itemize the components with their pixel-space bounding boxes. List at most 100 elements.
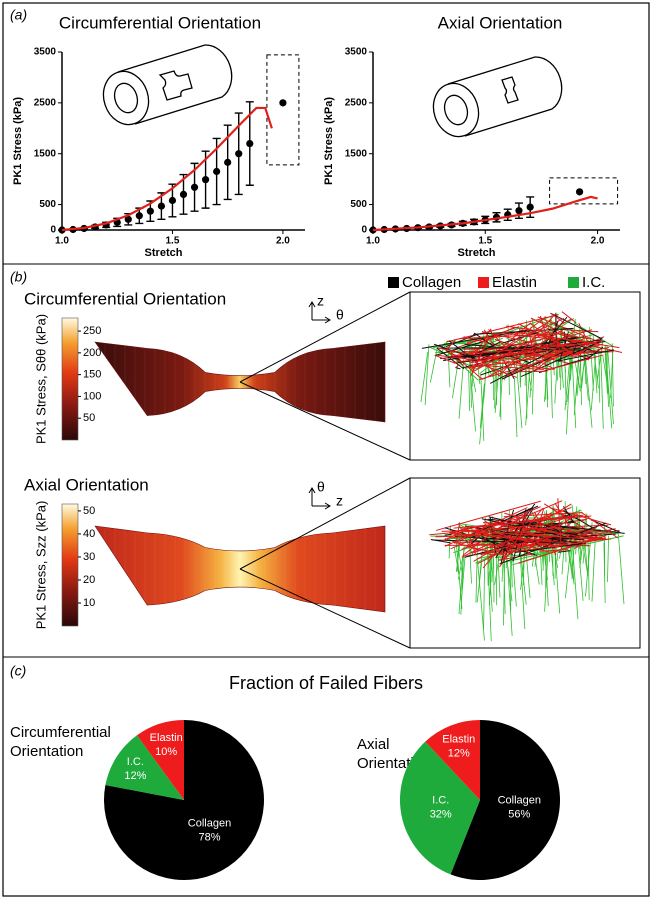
- fiber: [468, 505, 539, 537]
- fiber: [432, 539, 540, 544]
- view-title: Axial Orientation: [24, 475, 149, 494]
- chart-title: Axial Orientation: [438, 13, 563, 32]
- fiber: [550, 313, 565, 324]
- data-point: [246, 139, 254, 148]
- y-tick-label: 2500: [345, 97, 368, 108]
- colorbar-tick-label: 20: [83, 574, 95, 586]
- data-point: [135, 212, 143, 220]
- fiber: [435, 500, 541, 531]
- fiber: [453, 350, 524, 360]
- colorbar-tick-label: 40: [83, 528, 95, 540]
- ic-fiber: [429, 348, 438, 383]
- legend-swatch: [568, 277, 579, 288]
- ic-fiber: [584, 355, 593, 428]
- fiber: [488, 329, 521, 364]
- fiber: [532, 526, 560, 530]
- fiber: [470, 364, 544, 371]
- ic-fiber: [545, 510, 547, 589]
- axis-name: θ: [317, 479, 325, 495]
- zoom-box: [409, 477, 641, 649]
- fiber: [449, 516, 527, 534]
- data-point: [235, 150, 243, 158]
- x-axis-label: Stretch: [458, 247, 496, 259]
- ic-fiber: [576, 357, 582, 396]
- ic-fiber: [564, 350, 571, 411]
- cylinder-icon: [102, 44, 563, 138]
- ic-fiber: [519, 551, 526, 630]
- fiber: [459, 543, 501, 555]
- fiber: [572, 343, 578, 355]
- pie-slice: [104, 720, 265, 880]
- fiber: [483, 332, 574, 380]
- pie-slice: [399, 741, 480, 875]
- data-point: [515, 207, 523, 215]
- pie-slice: [425, 720, 480, 800]
- fiber: [582, 337, 603, 354]
- fiber: [484, 552, 492, 556]
- fiber: [448, 352, 518, 378]
- ic-fiber: [554, 551, 561, 614]
- ic-fiber: [531, 346, 535, 415]
- legend-swatch: [478, 277, 489, 288]
- fiber: [443, 342, 513, 345]
- pie-label: Circumferential: [10, 724, 111, 741]
- fiber: [590, 519, 621, 533]
- slice-value: 10%: [155, 746, 177, 758]
- axes-icon: [308, 301, 331, 324]
- y-tick-label: 3500: [345, 47, 368, 58]
- ic-fiber: [487, 571, 492, 642]
- slice-value: 32%: [430, 808, 452, 820]
- fiber: [537, 316, 600, 343]
- ic-fiber: [532, 541, 540, 585]
- fiber: [471, 318, 573, 373]
- fiber: [495, 503, 536, 558]
- ic-fiber: [604, 346, 608, 394]
- fiber: [503, 331, 519, 336]
- fiber: [459, 333, 565, 340]
- pie-label: Orientation: [10, 743, 83, 760]
- fiber: [540, 346, 576, 356]
- fiber: [571, 346, 610, 356]
- data-point: [179, 190, 188, 198]
- ic-fiber: [511, 546, 517, 607]
- fiber: [511, 370, 548, 373]
- fiber: [517, 329, 564, 358]
- ic-fiber: [568, 551, 575, 585]
- y-tick-label: 500: [350, 199, 367, 210]
- y-tick-label: 0: [50, 225, 56, 236]
- fiber: [473, 332, 494, 347]
- pie-label: Axial: [357, 736, 390, 753]
- fiber: [535, 351, 559, 370]
- fiber: [436, 347, 465, 370]
- fiber: [520, 340, 601, 378]
- fiber: [464, 344, 494, 348]
- fiber: [512, 339, 603, 363]
- y-tick-label: 3500: [34, 47, 57, 58]
- fiber: [546, 354, 604, 371]
- ic-fiber: [468, 369, 471, 412]
- colorbar-tick-label: 30: [83, 551, 95, 563]
- legend-label: Elastin: [492, 274, 537, 291]
- ic-fiber: [603, 542, 606, 604]
- slice-name: Elastin: [442, 733, 475, 745]
- colorbar-tick-label: 200: [83, 347, 101, 359]
- fiber: [554, 502, 571, 528]
- colorbar-tick-label: 100: [83, 390, 101, 402]
- fiber: [443, 336, 578, 362]
- fiber: [550, 312, 602, 339]
- fiber: [552, 509, 557, 512]
- data-point: [213, 167, 221, 176]
- ic-fiber: [494, 366, 496, 409]
- ic-fiber: [458, 348, 465, 419]
- ic-fiber: [611, 343, 614, 407]
- fiber: [561, 328, 599, 333]
- ic-fiber: [483, 558, 486, 630]
- colorbar-label: PK1 Stress, Sθθ (kPa): [33, 314, 48, 444]
- slice-name: I.C.: [432, 794, 449, 806]
- panel-label: (a): [10, 7, 27, 23]
- fiber: [485, 535, 553, 553]
- fiber: [530, 317, 588, 345]
- ic-fiber: [582, 544, 589, 576]
- ic-fiber: [494, 550, 501, 585]
